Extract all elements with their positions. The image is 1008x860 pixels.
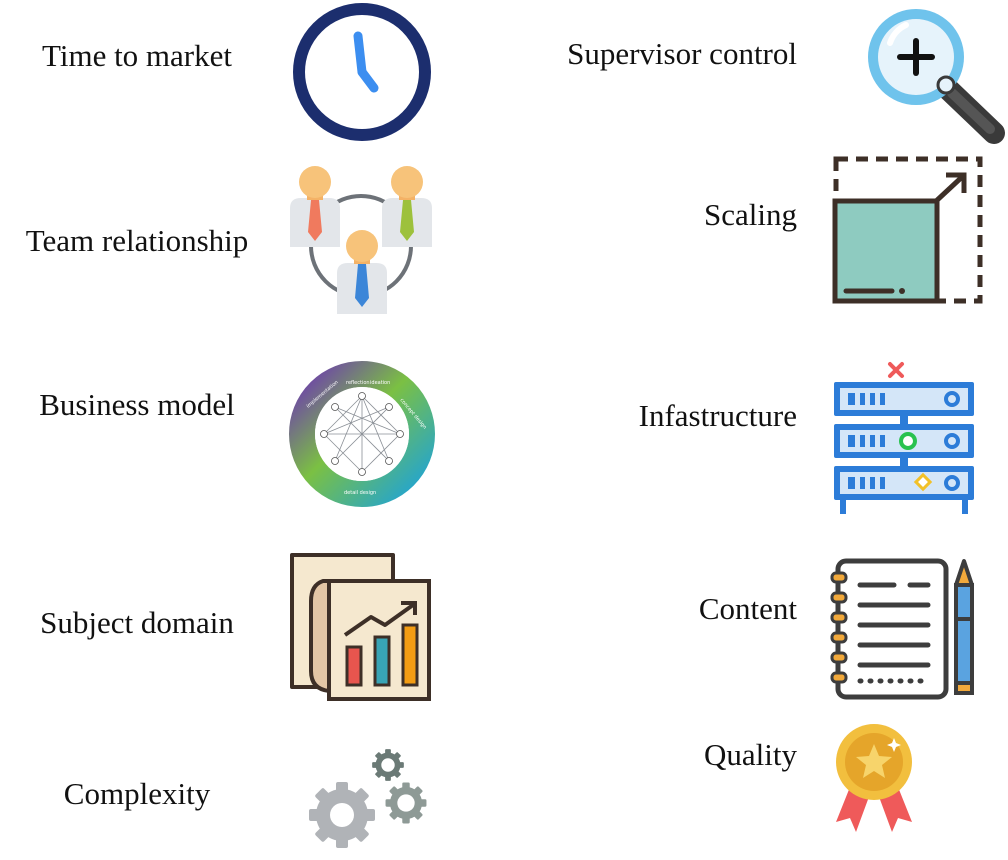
- label-time-to-market: Time to market: [41, 38, 233, 73]
- label-complexity: Complexity: [63, 776, 211, 811]
- label-infastructure: Infastructure: [638, 398, 797, 433]
- label-business-model: Business model: [39, 387, 235, 422]
- label-supervisor-control: Supervisor control: [567, 36, 797, 71]
- team-icon: [285, 162, 435, 317]
- cycle-segment: detail design: [344, 490, 376, 496]
- clock-icon: [290, 2, 434, 142]
- magnifier-icon: [862, 3, 1008, 151]
- label-team-relationship: Team relationship: [25, 223, 249, 258]
- server-rack-icon: [832, 360, 977, 518]
- gears-icon: [296, 745, 436, 857]
- label-content: Content: [698, 591, 797, 626]
- business-cycle-icon: implementation reflection ideation conce…: [288, 360, 436, 508]
- cycle-segment: ideation: [370, 380, 390, 386]
- cycle-segment: reflection: [346, 380, 370, 386]
- medal-icon: [828, 722, 920, 834]
- document-chart-icon: [289, 551, 434, 703]
- scaling-icon: [830, 155, 984, 307]
- notebook-pencil-icon: [830, 557, 980, 703]
- label-subject-domain: Subject domain: [40, 605, 234, 640]
- label-scaling: Scaling: [704, 197, 797, 232]
- label-quality: Quality: [704, 737, 797, 772]
